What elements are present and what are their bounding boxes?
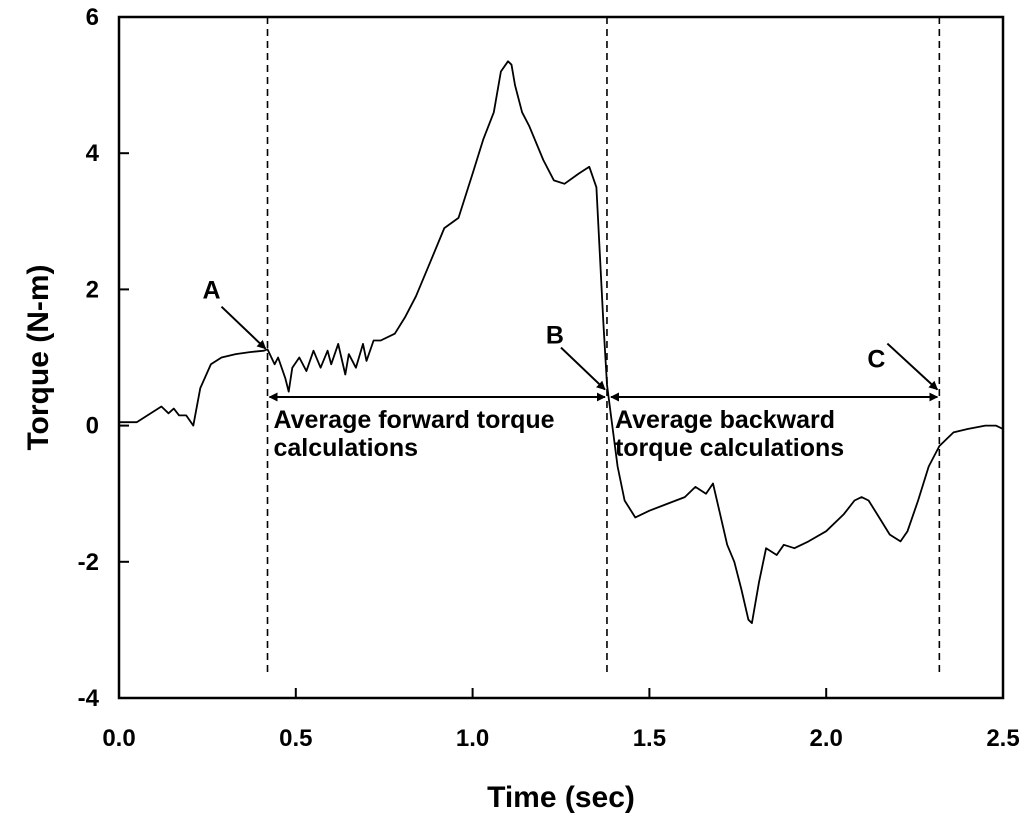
x-axis-title: Time (sec) <box>487 781 635 814</box>
y-tick-label: 2 <box>86 276 99 303</box>
y-axis-title: Torque (N-m) <box>22 264 55 450</box>
marker-c-label: C <box>867 346 885 374</box>
marker-b-label: B <box>546 322 564 350</box>
x-axis-ticks: 0.0 0.5 1.0 1.5 2.0 2.5 <box>102 688 1020 752</box>
y-tick-label: 6 <box>86 4 99 31</box>
forward-span-text-line2: calculations <box>274 434 419 462</box>
x-tick-label: 2.5 <box>986 725 1019 752</box>
marker-a-label: A <box>202 277 220 305</box>
x-tick-label: 0.5 <box>279 725 312 752</box>
y-tick-label: -4 <box>78 685 100 712</box>
backward-span-text-line2: torque calculations <box>615 434 844 462</box>
x-tick-label: 2.0 <box>810 725 843 752</box>
reference-lines <box>266 17 941 676</box>
marker-a-pointer-arrow <box>220 305 267 350</box>
y-tick-label: 4 <box>86 140 100 167</box>
plot-frame <box>117 15 1005 700</box>
x-tick-label: 1.5 <box>633 725 666 752</box>
y-tick-label: -2 <box>78 549 99 576</box>
x-tick-label: 0.0 <box>102 725 135 752</box>
y-axis-ticks: -4 -2 0 2 4 6 <box>78 4 129 712</box>
forward-span-text-line1: Average forward torque <box>274 406 555 434</box>
y-tick-label: 0 <box>86 413 99 440</box>
torque-series-line <box>119 60 1004 624</box>
marker-b-pointer-arrow <box>560 346 606 391</box>
marker-c-pointer-arrow <box>886 342 939 391</box>
x-tick-label: 1.0 <box>456 725 489 752</box>
backward-span-text-line1: Average backward <box>615 406 835 434</box>
